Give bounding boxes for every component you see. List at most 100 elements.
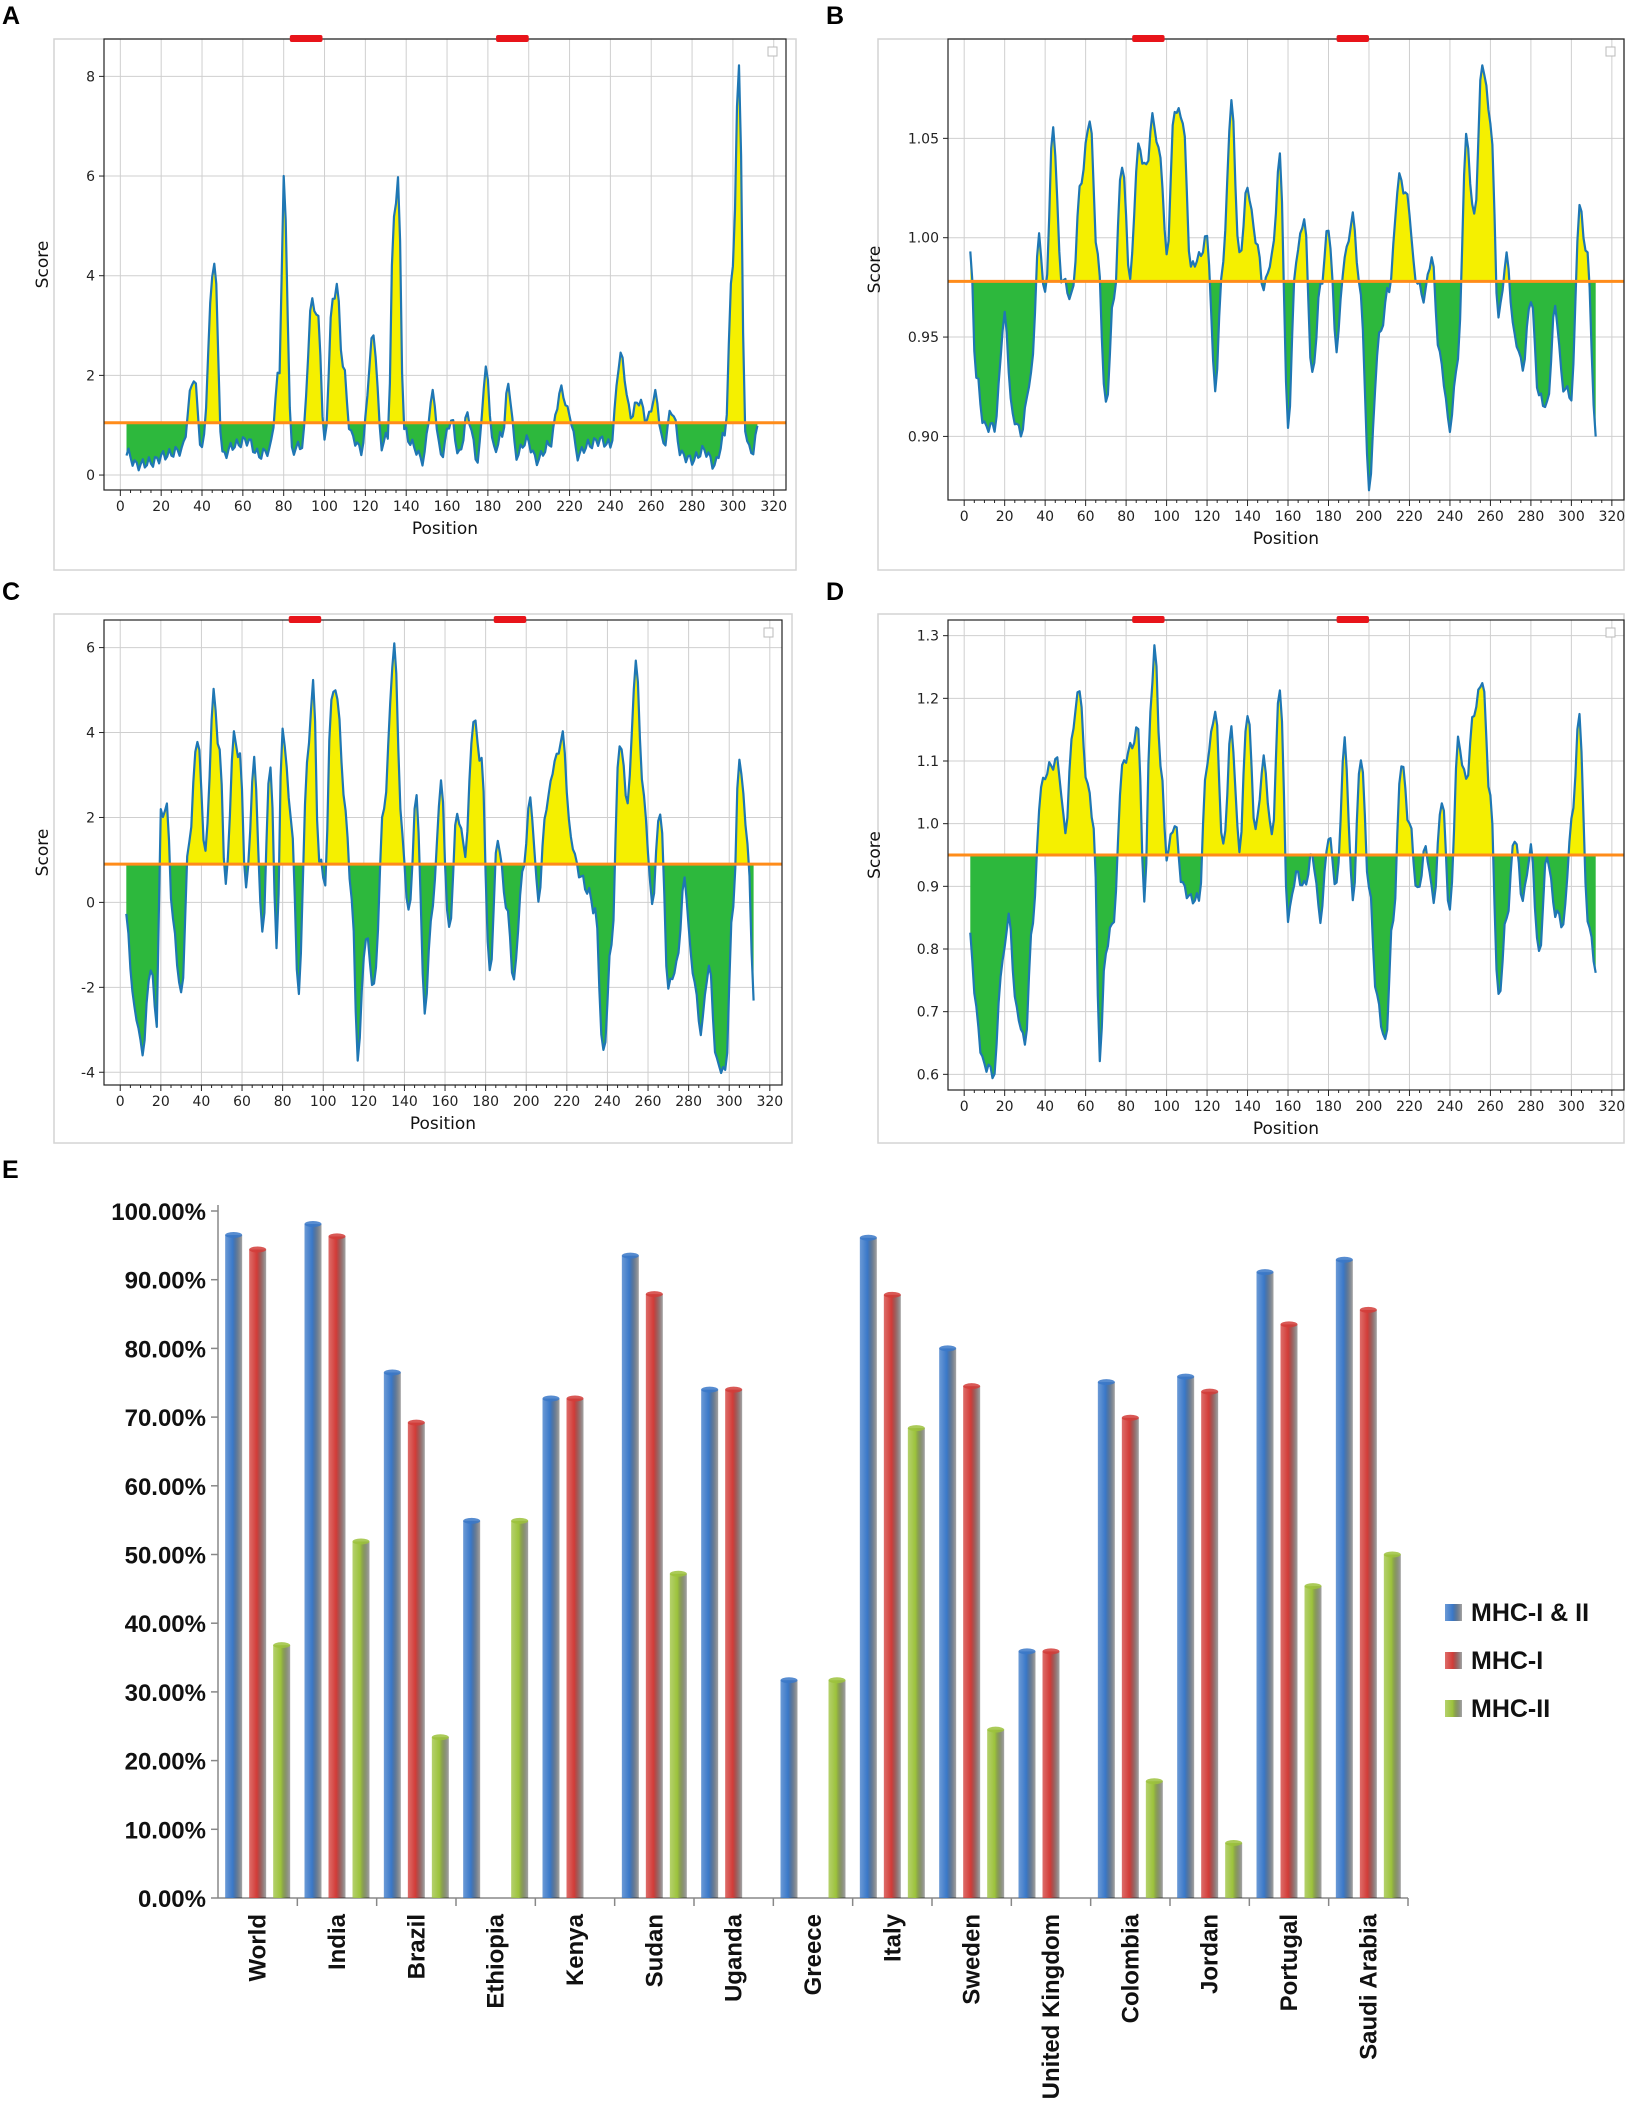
legend-box [767,46,778,57]
legend-box [763,627,774,638]
area-below-threshold [972,281,1037,437]
bar-cap [511,1517,529,1524]
area-above-threshold [1339,737,1351,855]
x-tick-label: 40 [1036,509,1054,525]
bar-mhc-i-ii [621,1255,639,1898]
y-axis-label: Score [865,831,885,879]
area-below-threshold [126,422,187,471]
y-tick-label: 6 [86,641,95,657]
x-tick-label: 280 [1518,509,1545,525]
bar-mhc-i [407,1422,425,1898]
x-tick-label: 160 [1275,509,1302,525]
bar-mhc-i-ii [1335,1259,1353,1898]
e-y-tick-label: 40.00% [125,1611,206,1638]
panel-letter-a: A [2,2,21,30]
bar-mhc-i [566,1398,584,1898]
bar-cap [1335,1256,1353,1263]
bar-mhc-i [1042,1651,1060,1898]
area-above-threshold [554,385,571,423]
bar-cap [828,1677,846,1684]
bar-cap [1225,1840,1243,1847]
area-above-threshold [303,680,322,865]
y-axis-label: Score [865,246,885,294]
area-above-threshold [1036,691,1095,855]
area-below-threshold [1312,855,1327,923]
legend-box [1605,46,1616,57]
y-tick-label: 4 [86,269,95,285]
x-tick-label: 20 [996,1099,1014,1115]
bar-cap [463,1517,481,1524]
bar-mhc-ii [987,1729,1005,1898]
area-below-threshold [1209,281,1222,392]
x-tick-label: 240 [597,499,624,515]
x-tick-label: 320 [1598,509,1625,525]
x-tick-label: 120 [1194,509,1221,525]
bar-cap [859,1234,877,1241]
legend-label: MHC-II [1471,1695,1550,1723]
x-axis-label: Position [1253,529,1319,549]
epitope-marker [1132,616,1165,623]
bar-mhc-i-ii [1097,1382,1115,1898]
area-below-threshold [1366,855,1397,1039]
y-tick-label: 1.1 [917,754,939,770]
y-tick-label: 1.05 [908,131,939,147]
bar-cap [1280,1321,1298,1328]
x-tick-label: 40 [193,1094,211,1110]
x-tick-label: 120 [352,499,379,515]
bar-mhc-ii [352,1541,370,1898]
x-tick-label: 180 [1315,509,1342,525]
x-tick-label: 20 [996,509,1014,525]
area-below-threshold [348,422,365,456]
plot-border [947,38,1625,501]
bar-cap [725,1386,743,1393]
bar-cap [701,1386,719,1393]
area-below-threshold [1285,855,1311,922]
bar-cap [987,1726,1005,1733]
x-tick-label: 80 [1117,509,1135,525]
area-below-threshold [676,422,726,469]
bar-mhc-i [1121,1417,1139,1898]
x-tick-label: 280 [675,1094,702,1110]
x-tick-label: 60 [233,1094,251,1110]
e-category-label: Kenya [562,1913,589,1986]
e-category-label: Portugal [1276,1914,1303,2011]
e-category-label: India [324,1913,351,1970]
panel-b-chart: 0 20 40 60 80 100 120 140 160 180 200 220 240 260 280 3… [865,35,1625,571]
bar-cap [669,1570,687,1577]
bar-mhc-i-ii [542,1398,560,1898]
e-category-label: Italy [879,1913,906,1962]
e-category-label: Brazil [403,1914,430,1979]
x-tick-label: 100 [1153,1099,1180,1115]
x-axis-label: Position [410,1114,476,1134]
bar-mhc-i [725,1389,743,1898]
area-below-threshold [570,422,614,461]
bar-mhc-i [883,1294,901,1898]
bar-mhc-i [645,1294,663,1898]
y-tick-label: 4 [86,726,95,742]
bar-mhc-i-ii [383,1372,401,1898]
y-tick-label: 0.7 [917,1005,939,1021]
x-tick-label: 120 [350,1094,377,1110]
panel-letter-b: B [826,2,845,30]
bar-mhc-i [1359,1309,1377,1898]
y-tick-label: 1.0 [917,817,939,833]
e-y-tick-label: 60.00% [125,1474,206,1501]
y-axis-label: Score [33,241,53,289]
area-above-threshold [388,177,404,423]
bar-mhc-i-ii [939,1348,957,1898]
x-tick-label: 100 [1153,509,1180,525]
y-tick-label: 6 [86,169,95,185]
epitope-marker [1336,616,1369,623]
y-tick-label: 2 [86,368,95,384]
bar-cap [249,1246,267,1253]
bar-cap [1097,1379,1115,1386]
bar-mhc-ii [511,1520,529,1898]
panel-d-chart: 0 20 40 60 80 100 120 140 160 180 200 220 240 260 280 3… [865,613,1625,1144]
legend-label: MHC-I & II [1471,1599,1589,1627]
bar-mhc-ii [1225,1843,1243,1898]
legend-label: MHC-I [1471,1647,1543,1675]
bar-cap [780,1677,798,1684]
bar-cap [1201,1388,1219,1395]
e-category-label: Uganda [721,1913,748,2002]
